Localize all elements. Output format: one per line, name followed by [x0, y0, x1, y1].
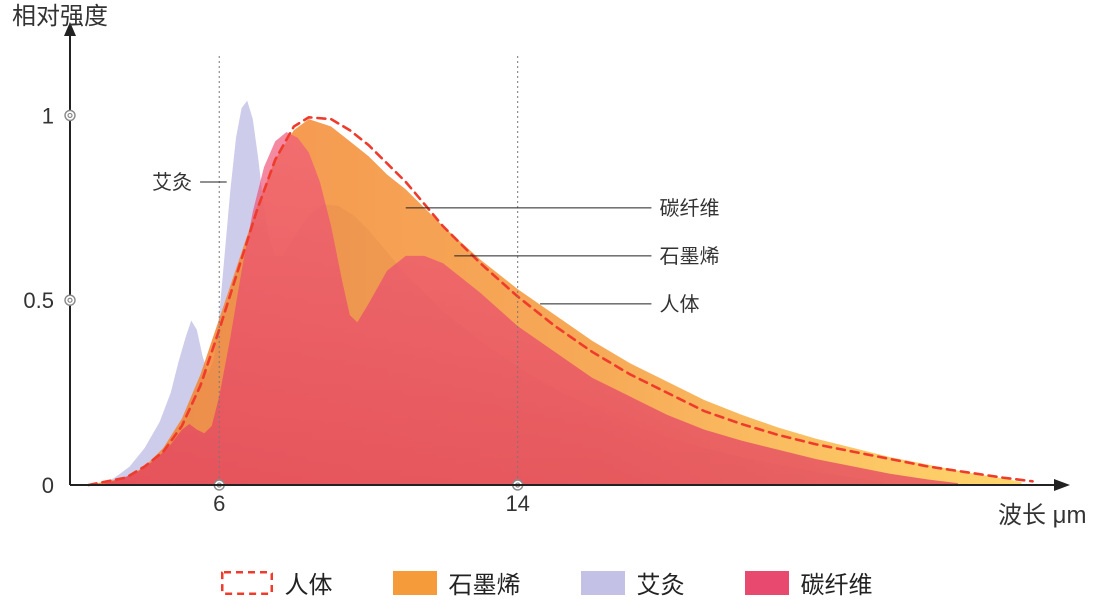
y-tick-label: 0: [42, 473, 54, 498]
annot-human: 人体: [659, 293, 699, 316]
spectrum-chart: 6 14 0 0.5 1 相对强度波长 μm 艾灸碳纤维石墨烯人体: [0, 0, 1093, 540]
annot-graphene: 石墨烯: [659, 245, 719, 268]
legend-swatch: [745, 571, 789, 595]
legend-item-human: 人体: [221, 565, 333, 600]
legend-label: 石墨烯: [449, 565, 521, 600]
annot-carbonfiber: 碳纤维: [659, 197, 719, 220]
legend-label: 人体: [285, 565, 333, 600]
x-tick-label: 6: [213, 491, 225, 516]
annot-moxa: 艾灸: [152, 171, 192, 194]
legend-label: 碳纤维: [801, 565, 873, 600]
legend-label: 艾灸: [637, 565, 685, 600]
legend-item-graphene: 石墨烯: [393, 565, 521, 600]
legend-swatch: [393, 571, 437, 595]
x-tick-label: 14: [505, 491, 529, 516]
y-tick-label: 1: [42, 103, 54, 128]
x-axis-label: 波长 μm: [998, 502, 1087, 529]
legend-item-carbonfiber: 碳纤维: [745, 565, 873, 600]
legend: 人体 石墨烯 艾灸 碳纤维: [0, 565, 1093, 600]
legend-item-moxa: 艾灸: [581, 565, 685, 600]
y-axis-label: 相对强度: [12, 3, 108, 30]
legend-swatch: [581, 571, 625, 595]
legend-swatch-dash: [221, 571, 273, 595]
y-tick-label: 0.5: [23, 288, 54, 313]
